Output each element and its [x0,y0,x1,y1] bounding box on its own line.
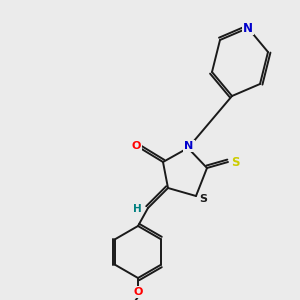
Text: S: S [199,194,207,204]
Text: H: H [133,204,141,214]
Text: N: N [243,22,253,34]
Text: O: O [133,287,143,297]
Text: O: O [131,141,141,151]
Text: N: N [184,141,194,151]
Text: S: S [231,157,239,169]
